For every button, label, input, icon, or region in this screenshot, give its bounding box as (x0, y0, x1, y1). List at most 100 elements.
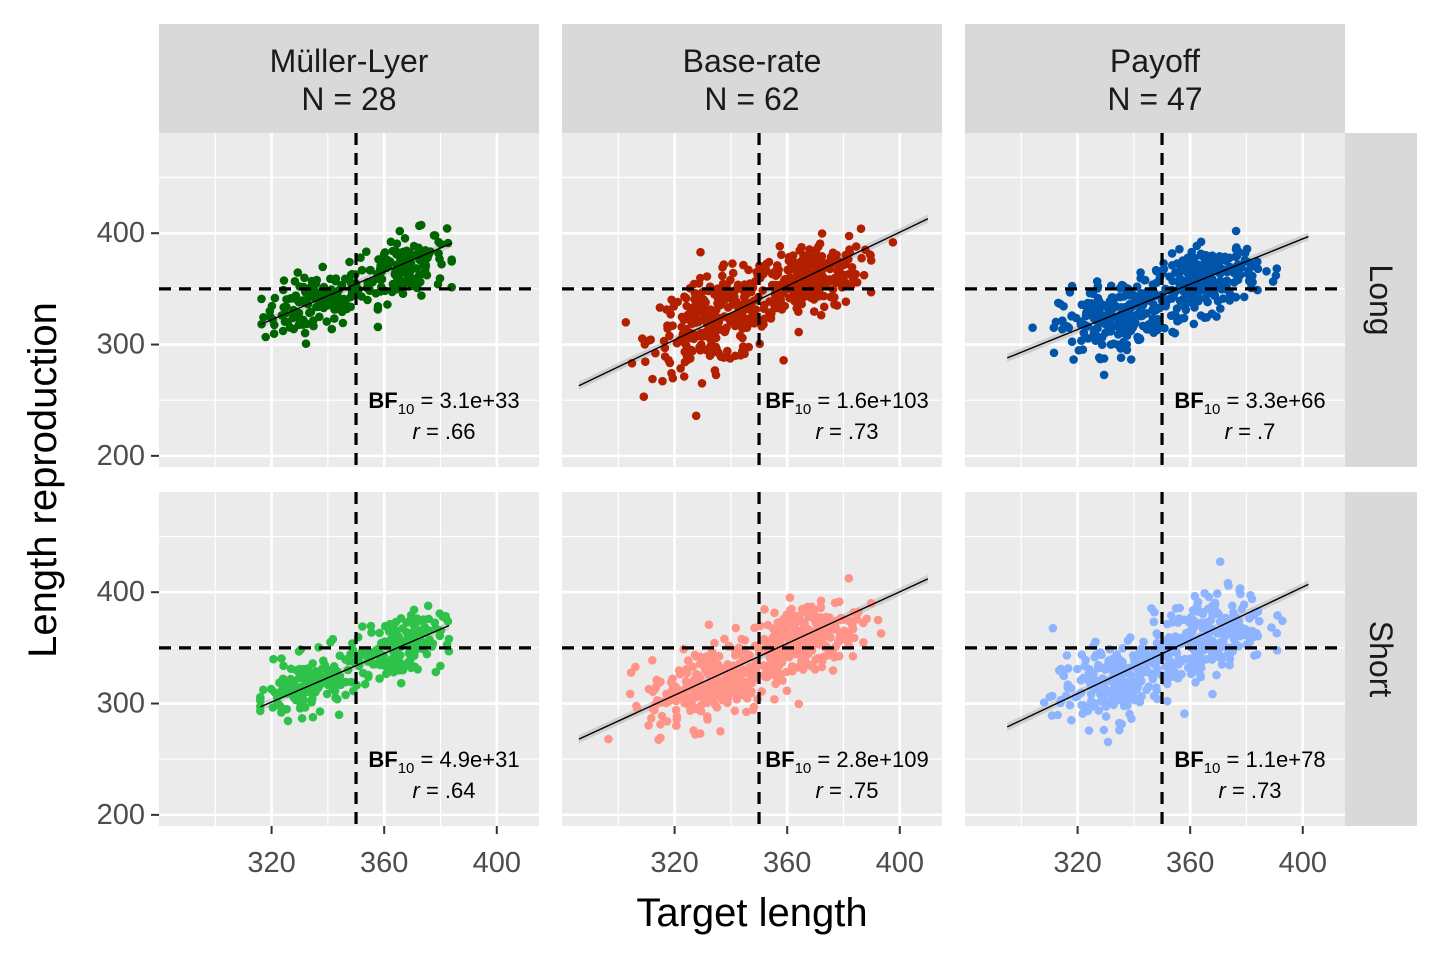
data-point (386, 635, 396, 644)
data-point (422, 649, 432, 659)
r-label: r (413, 778, 422, 803)
data-point (375, 628, 384, 638)
data-point (809, 307, 819, 316)
data-point (1225, 253, 1234, 263)
data-point (1134, 335, 1143, 345)
data-point (785, 593, 795, 602)
data-point (1163, 635, 1172, 645)
data-point (1152, 629, 1162, 638)
data-point (777, 250, 786, 260)
data-point (301, 339, 311, 349)
data-point (1176, 262, 1185, 272)
data-point (1235, 586, 1244, 595)
data-point (416, 277, 425, 287)
data-point (1064, 323, 1074, 333)
data-point (1189, 319, 1199, 329)
data-point (1225, 289, 1235, 299)
data-point (625, 689, 635, 699)
bf-annotation: BF10 = 2.8e+109 (765, 747, 928, 777)
data-point (763, 620, 773, 630)
data-point (656, 733, 665, 743)
panel-background (965, 133, 1345, 467)
data-point (815, 239, 825, 248)
data-point (341, 655, 350, 664)
data-point (1086, 690, 1096, 699)
data-point (647, 714, 656, 723)
data-point (683, 656, 693, 665)
data-point (1174, 315, 1184, 325)
data-point (1049, 323, 1059, 333)
data-point (275, 678, 284, 687)
data-point (703, 692, 712, 701)
x-axis-title: Target length (636, 891, 867, 935)
data-point (694, 703, 703, 713)
data-point (851, 242, 861, 251)
data-point (804, 276, 814, 286)
data-point (802, 606, 811, 615)
data-point (735, 659, 744, 668)
data-point (746, 315, 755, 325)
data-point (816, 602, 826, 612)
data-point (1271, 271, 1281, 280)
data-point (357, 265, 367, 275)
data-point (395, 226, 405, 236)
data-point (1125, 299, 1134, 309)
regression-line (578, 218, 929, 387)
data-point (835, 597, 844, 606)
data-point (1212, 589, 1222, 598)
data-point (1049, 348, 1059, 358)
data-point (270, 293, 280, 303)
data-point (689, 302, 699, 312)
data-point (1252, 650, 1262, 659)
data-point (717, 293, 727, 302)
data-point (767, 280, 777, 290)
data-point (719, 260, 729, 269)
data-point (604, 734, 613, 744)
data-point (818, 272, 828, 282)
data-point (1140, 275, 1150, 285)
data-point (771, 639, 780, 649)
data-point (677, 322, 686, 332)
column-strip-n-1: N = 62 (704, 81, 799, 117)
data-point (816, 613, 825, 622)
data-point (648, 374, 657, 384)
data-point (730, 315, 739, 324)
data-point (1184, 270, 1193, 279)
bf-subscript: 10 (398, 401, 415, 418)
data-point (652, 675, 661, 685)
data-point (760, 267, 769, 277)
data-point (1188, 290, 1197, 300)
r-label: r (1225, 419, 1234, 444)
data-point (713, 347, 723, 357)
data-point (706, 341, 715, 351)
data-point (1231, 226, 1241, 236)
data-point (285, 294, 295, 303)
data-point (1115, 679, 1124, 688)
data-point (297, 714, 307, 723)
data-point (1148, 280, 1158, 289)
data-point (265, 306, 275, 316)
data-point (259, 685, 268, 695)
r-annotation: r = .73 (1219, 778, 1282, 803)
data-point (1171, 604, 1181, 613)
data-point (669, 302, 678, 311)
regression-line (1006, 583, 1309, 728)
data-point (1164, 294, 1174, 304)
data-point (1149, 328, 1158, 338)
data-point (659, 336, 669, 346)
data-point (682, 664, 691, 674)
data-point (1094, 353, 1104, 362)
data-point (396, 678, 406, 688)
panel-0-2: BF10 = 3.3e+66r = .7 (965, 133, 1345, 467)
data-point (1246, 591, 1255, 600)
data-point (283, 716, 293, 726)
data-point (431, 667, 441, 677)
bf-annotation: BF10 = 4.9e+31 (368, 747, 519, 777)
data-point (1190, 591, 1200, 601)
data-point (845, 245, 854, 254)
data-point (403, 634, 412, 643)
data-point (695, 659, 705, 669)
data-point (430, 618, 440, 627)
data-point (797, 299, 806, 308)
data-point (1152, 683, 1161, 692)
